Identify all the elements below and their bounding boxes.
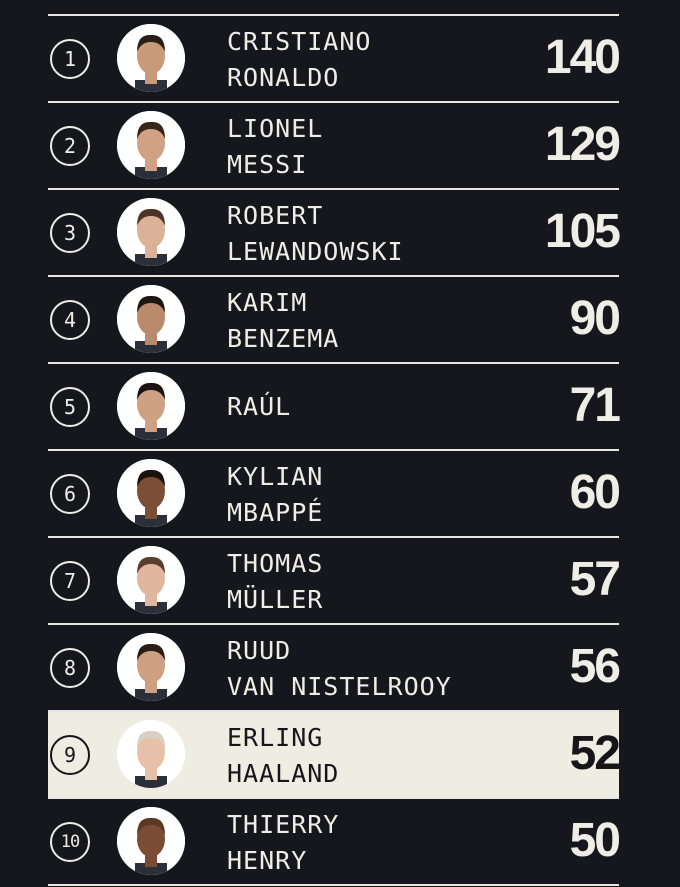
player-row: 9 ERLING HAALAND 52 — [48, 710, 621, 797]
player-row: 6 KYLIAN MBAPPÉ 60 — [48, 449, 621, 536]
goal-count: 105 — [544, 205, 621, 258]
player-face-icon — [117, 546, 185, 614]
goal-count: 56 — [569, 640, 621, 693]
player-first-name: ERLING — [227, 723, 324, 752]
player-name: THIERRY HENRY — [227, 807, 339, 879]
player-last-name: HAALAND — [227, 759, 340, 788]
player-face-icon — [117, 372, 185, 440]
goal-count: 50 — [569, 814, 621, 867]
top-scorers-list: 1 CRISTIANO RONALDO 140 2 — [48, 14, 621, 886]
player-row: 3 ROBERT LEWANDOWSKI 105 — [48, 188, 621, 275]
rank-badge: 5 — [50, 387, 90, 427]
goal-count: 52 — [569, 727, 621, 780]
player-first-name: ROBERT — [227, 201, 324, 230]
player-first-name: KYLIAN — [227, 462, 324, 491]
player-face-icon — [117, 459, 185, 527]
rank-badge: 2 — [50, 126, 90, 166]
player-face-icon — [117, 111, 185, 179]
goal-count: 90 — [569, 292, 621, 345]
player-first-name: THIERRY — [227, 810, 340, 839]
divider — [48, 884, 619, 886]
player-avatar — [117, 24, 185, 92]
player-row: 4 KARIM BENZEMA 90 — [48, 275, 621, 362]
player-name: RUUD VAN NISTELROOY — [227, 633, 452, 705]
player-avatar — [117, 198, 185, 266]
rank-badge: 6 — [50, 474, 90, 514]
goal-count: 129 — [544, 118, 621, 171]
player-avatar — [117, 285, 185, 353]
player-face-icon — [117, 285, 185, 353]
rank-badge: 8 — [50, 648, 90, 688]
player-last-name: HENRY — [227, 846, 308, 875]
player-avatar — [117, 372, 185, 440]
player-avatar — [117, 111, 185, 179]
rank-badge: 9 — [50, 735, 90, 775]
player-avatar — [117, 546, 185, 614]
player-last-name: MÜLLER — [227, 585, 324, 614]
rank-badge: 1 — [50, 39, 90, 79]
goal-count: 71 — [569, 379, 621, 432]
player-name: ROBERT LEWANDOWSKI — [227, 198, 404, 270]
goal-count: 60 — [569, 466, 621, 519]
goal-count: 57 — [569, 553, 621, 606]
player-first-name: KARIM — [227, 288, 308, 317]
player-avatar — [117, 720, 185, 788]
player-last-name: LEWANDOWSKI — [227, 237, 404, 266]
player-name: CRISTIANO RONALDO — [227, 24, 371, 96]
player-face-icon — [117, 807, 185, 875]
player-avatar — [117, 633, 185, 701]
player-face-icon — [117, 720, 185, 788]
player-face-icon — [117, 198, 185, 266]
player-first-name: RAÚL — [227, 392, 292, 421]
player-name: RAÚL — [227, 389, 291, 425]
player-last-name: RONALDO — [227, 63, 340, 92]
player-first-name: LIONEL — [227, 114, 324, 143]
player-name: KYLIAN MBAPPÉ — [227, 459, 323, 531]
player-row: 7 THOMAS MÜLLER 57 — [48, 536, 621, 623]
rank-badge: 4 — [50, 300, 90, 340]
player-last-name: MBAPPÉ — [227, 498, 324, 527]
player-row: 8 RUUD VAN NISTELROOY 56 — [48, 623, 621, 710]
player-row: 1 CRISTIANO RONALDO 140 — [48, 14, 621, 101]
player-first-name: CRISTIANO — [227, 27, 372, 56]
player-last-name: MESSI — [227, 150, 308, 179]
player-last-name: BENZEMA — [227, 324, 340, 353]
player-name: KARIM BENZEMA — [227, 285, 339, 357]
player-face-icon — [117, 633, 185, 701]
player-row: 10 THIERRY HENRY 50 — [48, 797, 621, 884]
rank-badge: 7 — [50, 561, 90, 601]
player-name: THOMAS MÜLLER — [227, 546, 323, 618]
player-avatar — [117, 807, 185, 875]
rank-badge: 10 — [50, 822, 90, 862]
player-row: 2 LIONEL MESSI 129 — [48, 101, 621, 188]
player-avatar — [117, 459, 185, 527]
player-first-name: RUUD — [227, 636, 292, 665]
player-name: LIONEL MESSI — [227, 111, 323, 183]
player-name: ERLING HAALAND — [227, 720, 339, 792]
player-face-icon — [117, 24, 185, 92]
rank-badge: 3 — [50, 213, 90, 253]
goal-count: 140 — [544, 31, 621, 84]
player-row: 5 RAÚL 71 — [48, 362, 621, 449]
player-first-name: THOMAS — [227, 549, 324, 578]
player-last-name: VAN NISTELROOY — [227, 672, 452, 701]
